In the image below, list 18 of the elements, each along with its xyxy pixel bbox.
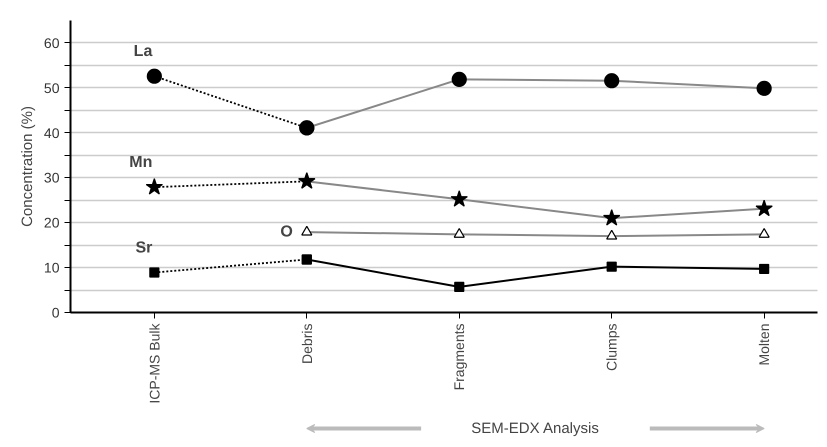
- x-tick-label: Debris: [298, 323, 315, 364]
- y-tick-label: 0: [52, 304, 60, 320]
- y-tick-label: 40: [44, 124, 60, 141]
- y-tick-label: 50: [44, 80, 60, 96]
- series-label: La: [134, 43, 152, 60]
- text: SEM-EDX Analysis: [471, 420, 599, 437]
- series-label: O: [280, 224, 293, 241]
- x-tick-label: Clumps: [604, 323, 620, 371]
- series-label: Sr: [135, 240, 152, 257]
- x-tick-label: Molten: [756, 323, 772, 366]
- x-tick-label: Fragments: [451, 323, 468, 390]
- y-axis-title: Concentration (%): [18, 106, 36, 227]
- x-tick-label: ICP-MS Bulk: [146, 322, 162, 404]
- series-label: Mn: [129, 154, 152, 172]
- y-tick-label: 10: [44, 260, 60, 276]
- y-tick-label: 30: [44, 170, 60, 186]
- y-tick-label: 60: [44, 34, 60, 51]
- y-tick-label: 20: [44, 214, 60, 231]
